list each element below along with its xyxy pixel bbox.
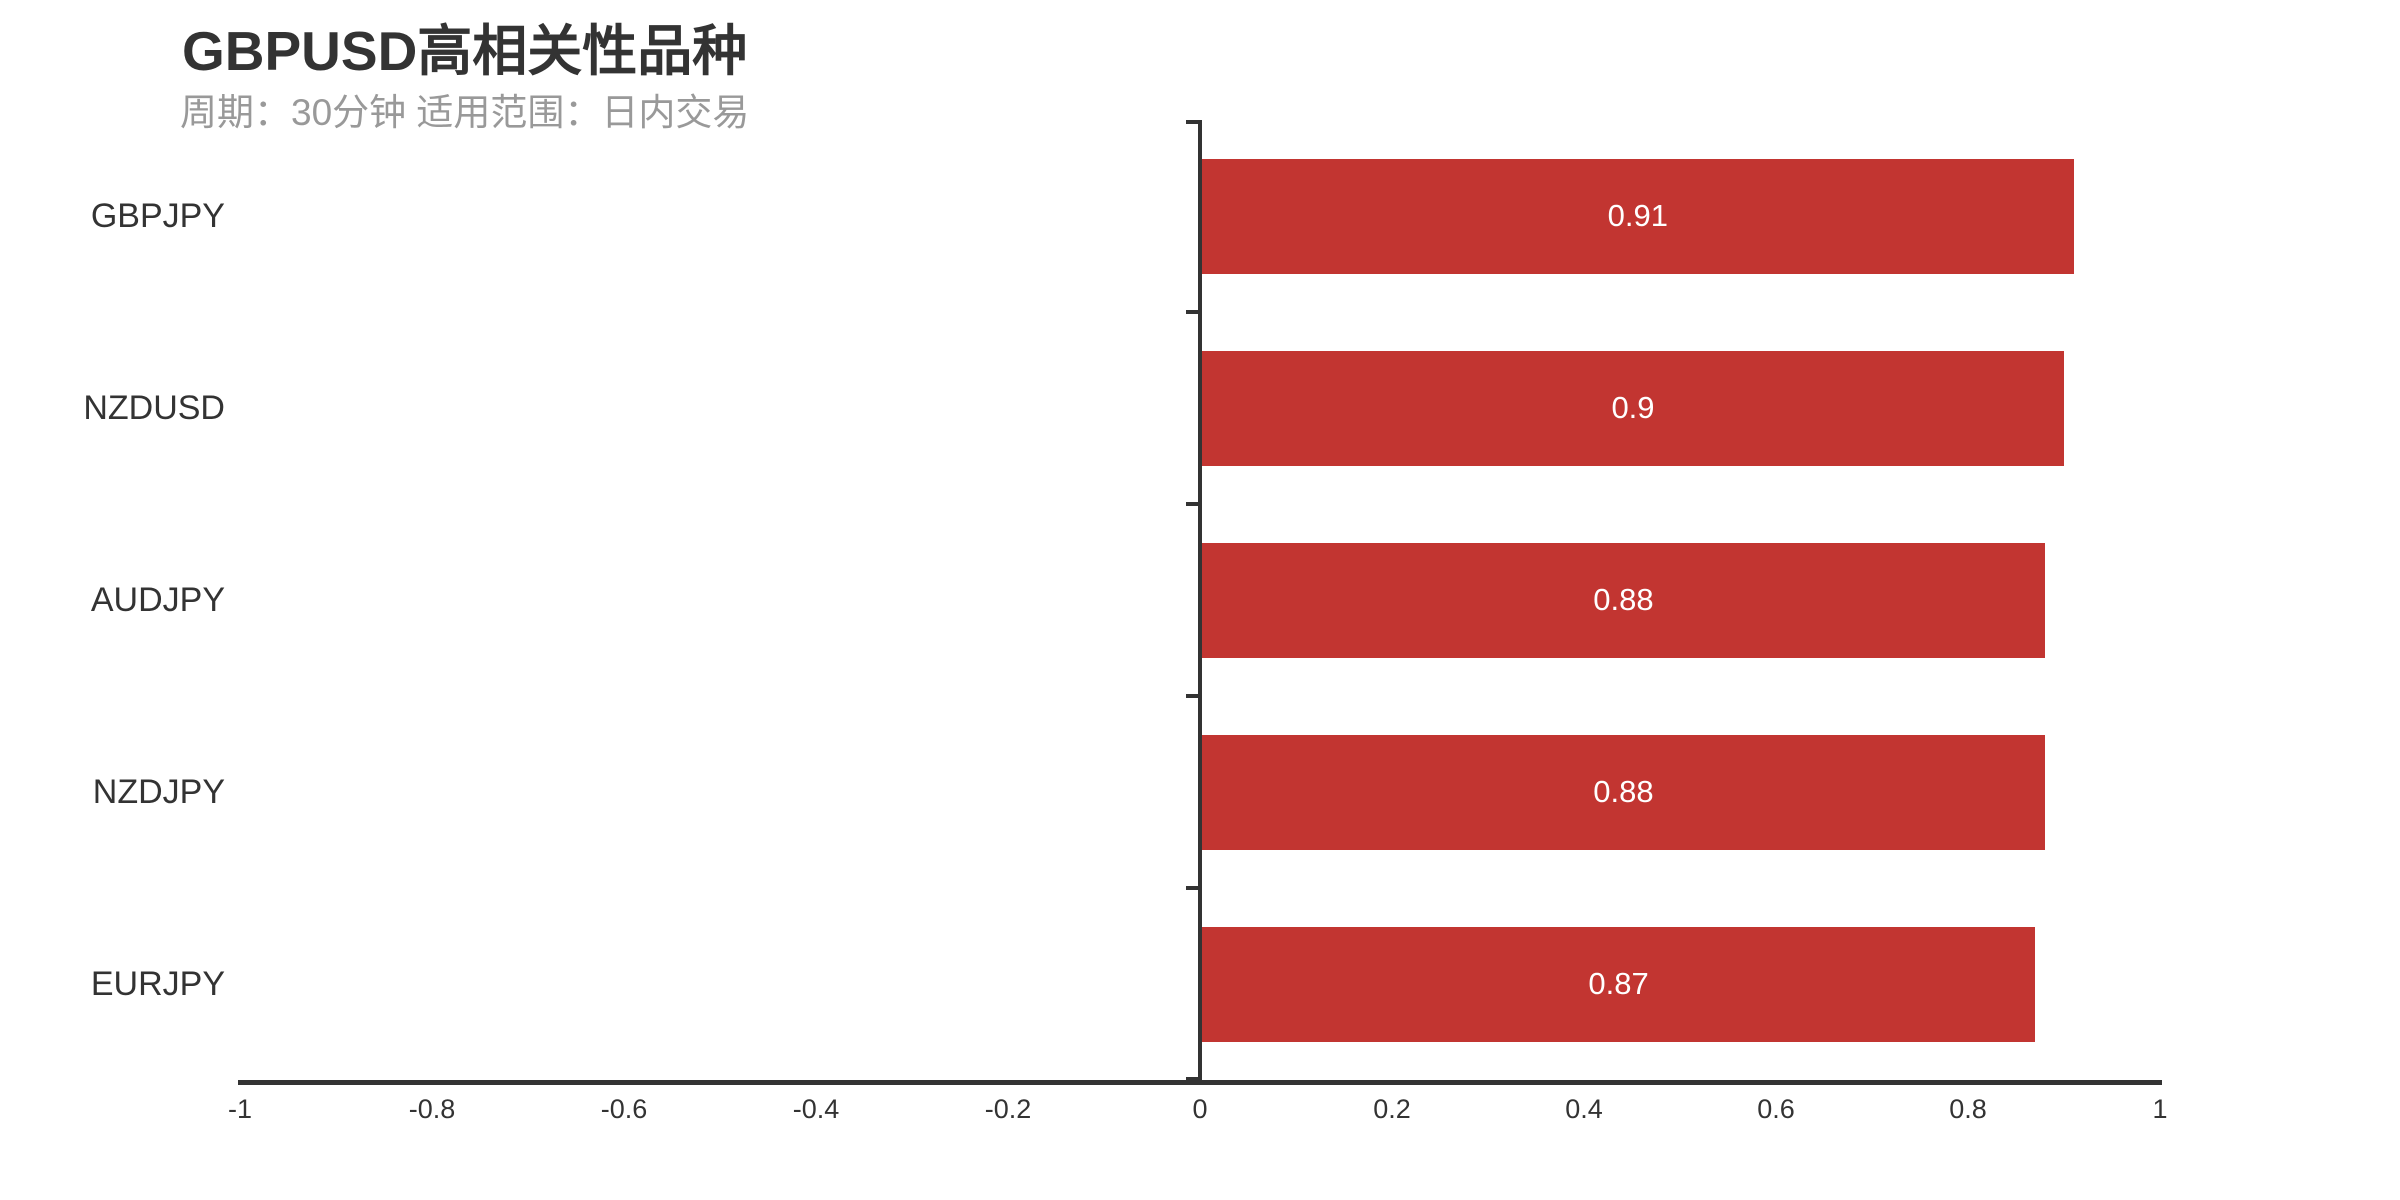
- category-label-eurjpy: EURJPY: [90, 965, 225, 1003]
- category-axis-tick: [1186, 1077, 1199, 1081]
- x-axis-tick-label: -0.2: [984, 1094, 1032, 1124]
- category-label-audjpy: AUDJPY: [90, 581, 225, 619]
- x-axis-line: [238, 1080, 2162, 1085]
- category-axis-tick: [1186, 310, 1199, 314]
- x-axis-tick-label: 0.8: [1949, 1094, 1987, 1124]
- x-axis-tick-label: -0.4: [792, 1094, 840, 1124]
- category-label-gbpjpy: GBPJPY: [90, 197, 225, 235]
- bar-nzdusd[interactable]: 0.9: [1202, 350, 2064, 466]
- chart-title: GBPUSD高相关性品种: [182, 20, 748, 82]
- category-axis-tick: [1186, 502, 1199, 506]
- bar-value-label-eurjpy: 0.87: [1588, 966, 1649, 1001]
- category-label-nzdjpy: NZDJPY: [92, 773, 225, 811]
- category-axis-tick: [1186, 694, 1199, 698]
- bar-value-label-nzdusd: 0.9: [1611, 390, 1655, 425]
- bar-value-label-nzdjpy: 0.88: [1593, 774, 1654, 809]
- bar-nzdjpy[interactable]: 0.88: [1202, 734, 2045, 850]
- x-axis-tick-label: 0.2: [1373, 1094, 1411, 1124]
- x-axis-tick-label: -0.8: [408, 1094, 456, 1124]
- bar-audjpy[interactable]: 0.88: [1202, 542, 2045, 658]
- bar-gbpjpy[interactable]: 0.91: [1202, 158, 2074, 274]
- y-axis-line: [1198, 120, 1202, 1084]
- x-axis-tick-label: 1: [2152, 1094, 2168, 1124]
- chart-subtitle: 周期：30分钟 适用范围：日内交易: [180, 92, 750, 133]
- bar-value-label-gbpjpy: 0.91: [1607, 198, 1668, 233]
- category-axis-tick: [1186, 120, 1199, 124]
- x-axis-tick-label: 0: [1192, 1094, 1208, 1124]
- x-axis-tick-label: 0.4: [1565, 1094, 1603, 1124]
- category-label-nzdusd: NZDUSD: [83, 389, 225, 427]
- category-axis-tick: [1186, 886, 1199, 890]
- x-axis-tick-label: -1: [227, 1094, 252, 1124]
- bar-value-label-audjpy: 0.88: [1593, 582, 1654, 617]
- x-axis-tick-label: -0.6: [600, 1094, 648, 1124]
- bar-eurjpy[interactable]: 0.87: [1202, 926, 2036, 1042]
- x-axis-tick-label: 0.6: [1757, 1094, 1795, 1124]
